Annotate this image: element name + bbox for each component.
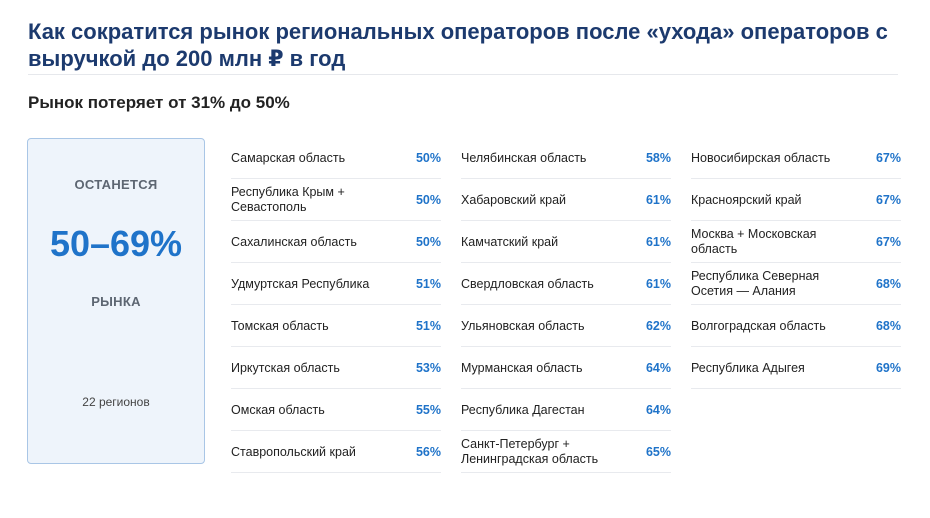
region-percent: 61% — [645, 277, 671, 291]
region-percent: 50% — [415, 151, 441, 165]
summary-regions-count: 22 регионов — [82, 395, 150, 409]
region-percent: 67% — [875, 151, 901, 165]
region-row: Челябинская область 58% — [461, 138, 671, 179]
region-percent: 50% — [415, 193, 441, 207]
region-name: Волгоградская область — [691, 318, 826, 333]
region-row: Хабаровский край 61% — [461, 180, 671, 221]
region-row: Томская область 51% — [231, 306, 441, 347]
region-name: Республика Крым + Севастополь — [231, 185, 345, 214]
region-row: Омская область 55% — [231, 390, 441, 431]
region-percent: 62% — [645, 319, 671, 333]
region-column-1: Самарская область 50% Республика Крым + С… — [231, 138, 441, 474]
summary-value: 50–69% — [49, 223, 183, 264]
region-percent: 53% — [415, 361, 441, 375]
region-name: Москва + Московская область — [691, 227, 817, 256]
region-column-3: Новосибирская область 67% Красноярский кр… — [691, 138, 901, 390]
region-row: Удмуртская Республика 51% — [231, 264, 441, 305]
region-row: Сахалинская область 50% — [231, 222, 441, 263]
region-name: Хабаровский край — [461, 192, 567, 207]
region-percent: 50% — [415, 235, 441, 249]
region-row: Волгоградская область 68% — [691, 306, 901, 347]
region-row: Республика Адыгея 69% — [691, 348, 901, 389]
region-percent: 58% — [645, 151, 671, 165]
region-row: Республика Северная Осетия — Алания 68% — [691, 264, 901, 305]
region-row: Москва + Московская область 67% — [691, 222, 901, 263]
region-name: Ульяновская область — [461, 318, 585, 333]
region-name: Омская область — [231, 402, 325, 417]
region-name: Удмуртская Республика — [231, 276, 370, 291]
region-row: Красноярский край 67% — [691, 180, 901, 221]
region-percent: 55% — [415, 403, 441, 417]
region-row: Мурманская область 64% — [461, 348, 671, 389]
region-row: Санкт-Петербург + Ленинградская область 6… — [461, 432, 671, 473]
page-subtitle: Рынок потеряет от 31% до 50% — [28, 93, 290, 112]
summary-top-label: ОСТАНЕТСЯ — [74, 177, 158, 192]
region-name: Республика Дагестан — [461, 402, 585, 417]
region-row: Камчатский край 61% — [461, 222, 671, 263]
region-percent: 67% — [875, 235, 901, 249]
region-name: Ставропольский край — [231, 444, 356, 459]
region-percent: 64% — [645, 403, 671, 417]
region-name: Новосибирская область — [691, 150, 831, 165]
region-name: Свердловская область — [461, 276, 594, 291]
region-percent: 65% — [645, 445, 671, 459]
region-percent: 61% — [645, 235, 671, 249]
region-name: Томская область — [231, 318, 329, 333]
region-percent: 61% — [645, 193, 671, 207]
region-name: Самарская область — [231, 150, 346, 165]
page-title: Как сократится рынок региональных операт… — [28, 19, 888, 71]
region-percent: 51% — [415, 319, 441, 333]
region-percent: 68% — [875, 319, 901, 333]
region-percent: 51% — [415, 277, 441, 291]
region-percent: 56% — [415, 445, 441, 459]
region-name: Мурманская область — [461, 360, 583, 375]
region-name: Сахалинская область — [231, 234, 357, 249]
region-row: Новосибирская область 67% — [691, 138, 901, 179]
region-name: Красноярский край — [691, 192, 802, 207]
region-percent: 68% — [875, 277, 901, 291]
region-name: Санкт-Петербург + Ленинградская область — [461, 437, 599, 466]
region-row: Ставропольский край 56% — [231, 432, 441, 473]
summary-bottom-label: РЫНКА — [91, 294, 141, 309]
summary-card: ОСТАНЕТСЯ 50–69% РЫНКА 22 регионов — [27, 138, 205, 464]
region-name: Камчатский край — [461, 234, 559, 249]
region-name: Челябинская область — [461, 150, 587, 165]
region-row: Свердловская область 61% — [461, 264, 671, 305]
region-name: Республика Северная Осетия — Алания — [691, 269, 820, 298]
region-name: Республика Адыгея — [691, 360, 805, 375]
region-name: Иркутская область — [231, 360, 340, 375]
region-row: Иркутская область 53% — [231, 348, 441, 389]
region-percent: 67% — [875, 193, 901, 207]
region-column-2: Челябинская область 58% Хабаровский край 6… — [461, 138, 671, 474]
region-row: Республика Крым + Севастополь 50% — [231, 180, 441, 221]
region-row: Ульяновская область 62% — [461, 306, 671, 347]
region-row: Самарская область 50% — [231, 138, 441, 179]
title-divider — [28, 74, 898, 75]
region-percent: 64% — [645, 361, 671, 375]
region-row: Республика Дагестан 64% — [461, 390, 671, 431]
region-percent: 69% — [875, 361, 901, 375]
